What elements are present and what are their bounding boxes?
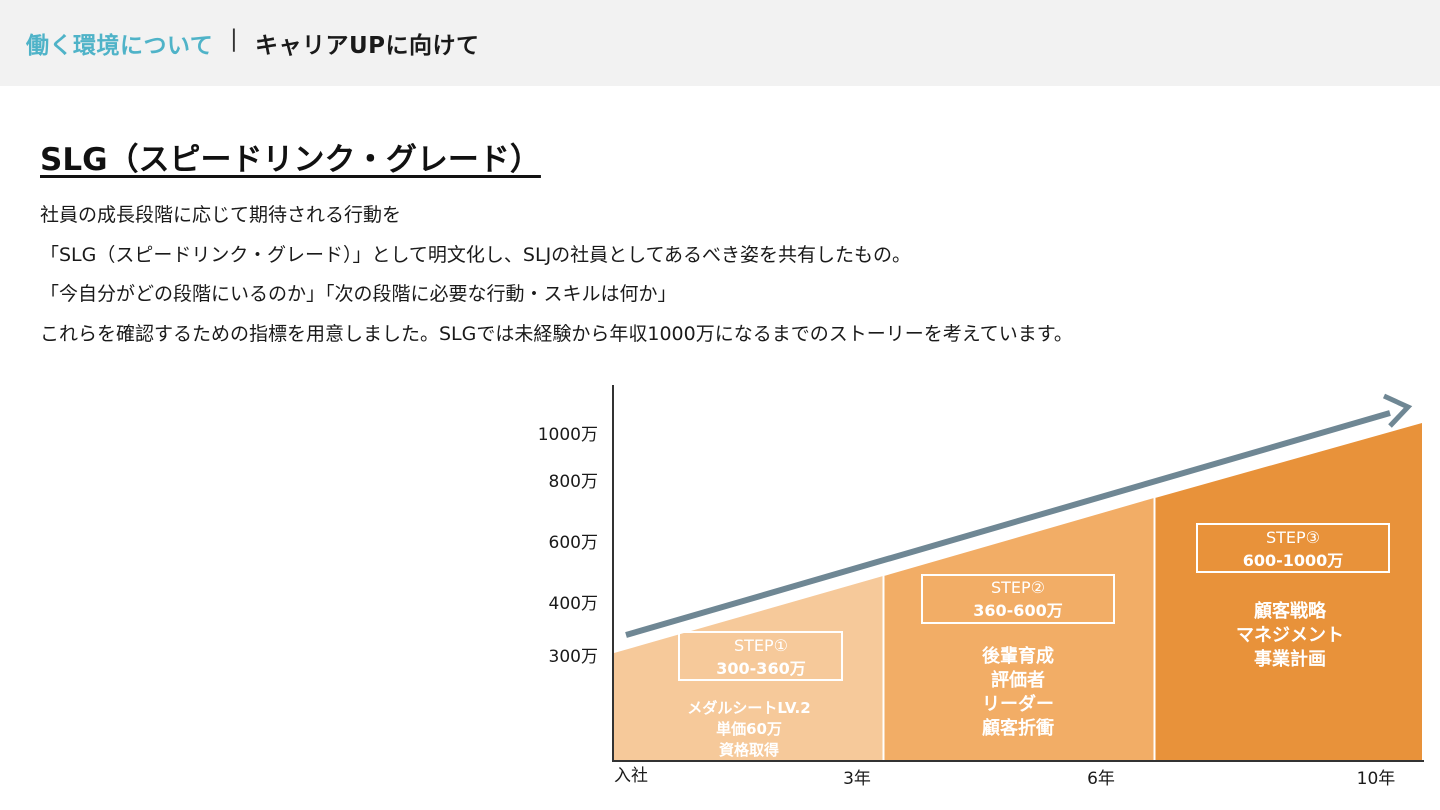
breadcrumb-section[interactable]: 働く環境について bbox=[26, 33, 214, 59]
step-2-label: STEP② bbox=[991, 578, 1045, 597]
description-line: 「今自分がどの段階にいるのか」「次の段階に必要な行動・スキルは何か」 bbox=[40, 283, 677, 305]
step-1-item: 資格取得 bbox=[719, 741, 779, 759]
step-1-area bbox=[614, 576, 883, 760]
description-line: 社員の成長段階に応じて期待される行動を bbox=[40, 204, 402, 226]
description-line: これらを確認するための指標を用意しました。SLGでは未経験から年収1000万にな… bbox=[40, 322, 1073, 345]
growth-arrow-line bbox=[625, 410, 1391, 638]
x-tick-label: 3年 bbox=[843, 769, 871, 789]
y-tick-label: 300万 bbox=[549, 647, 598, 667]
step-3-item: マネジメント bbox=[1236, 625, 1344, 646]
step-3-label: STEP③ bbox=[1266, 528, 1320, 547]
description-line: 「SLG（スピードリンク・グレード）」として明文化し、SLJの社員としてあるべき… bbox=[40, 243, 912, 266]
x-tick-label: 入社 bbox=[614, 766, 648, 786]
description: 社員の成長段階に応じて期待される行動を 「SLG（スピードリンク・グレード）」と… bbox=[40, 196, 1420, 354]
step-2-item: 顧客折衝 bbox=[982, 717, 1054, 739]
step-3-item: 顧客戦略 bbox=[1254, 600, 1327, 622]
step-3-range: 600-1000万 bbox=[1243, 551, 1344, 570]
step-2-range: 360-600万 bbox=[973, 601, 1062, 620]
page-title: SLG（スピードリンク・グレード） bbox=[40, 142, 541, 178]
y-tick-label: 600万 bbox=[549, 533, 598, 553]
y-tick-label: 800万 bbox=[549, 472, 598, 492]
step-2-item: リーダー bbox=[982, 693, 1054, 715]
y-tick-label: 400万 bbox=[549, 594, 598, 614]
y-tick-label: 1000万 bbox=[538, 425, 598, 445]
step-1-label-box bbox=[678, 631, 843, 681]
step-3-label-box bbox=[1196, 523, 1390, 573]
step-1-label: STEP① bbox=[734, 636, 788, 655]
step-1-item: 単価60万 bbox=[716, 720, 782, 738]
step-2-label-box bbox=[921, 574, 1115, 624]
x-tick-label: 10年 bbox=[1357, 769, 1396, 789]
breadcrumb-separator: | bbox=[230, 26, 238, 52]
step-3-item: 事業計画 bbox=[1254, 648, 1326, 670]
step-2-area bbox=[884, 498, 1154, 760]
breadcrumb-current-page: キャリアUPに向けて bbox=[255, 33, 480, 59]
step-1-range: 300-360万 bbox=[716, 659, 805, 678]
step-2-item: 評価者 bbox=[991, 669, 1045, 691]
step-1-item: メダルシートLV.2 bbox=[687, 699, 810, 717]
step-2-item: 後輩育成 bbox=[982, 645, 1054, 667]
x-tick-label: 6年 bbox=[1087, 769, 1115, 789]
growth-arrow-head-icon bbox=[1382, 393, 1413, 428]
page-header: 働く環境について | キャリアUPに向けて bbox=[0, 0, 1440, 86]
step-3-area bbox=[1155, 423, 1422, 760]
